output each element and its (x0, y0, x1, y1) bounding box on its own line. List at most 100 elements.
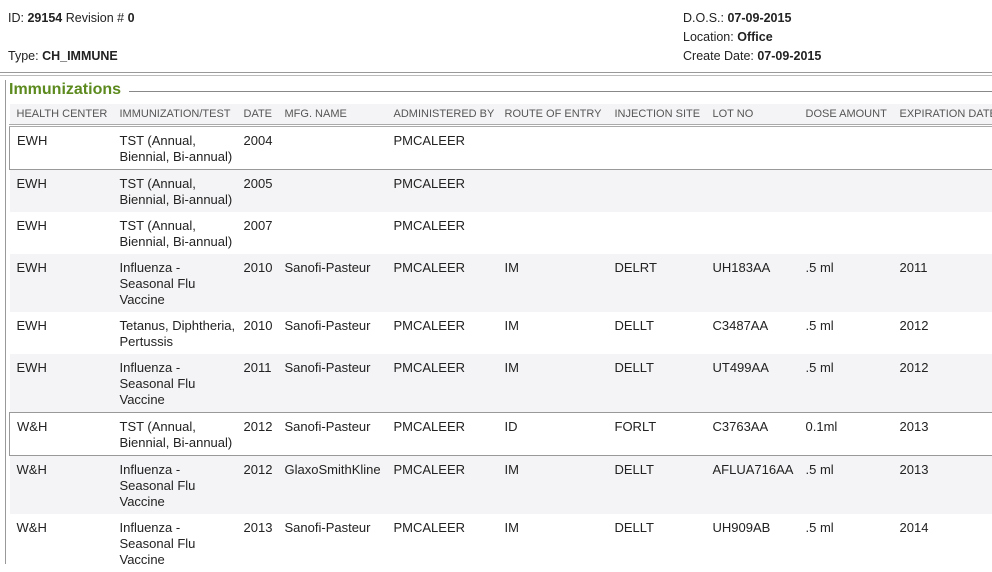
table-cell (608, 212, 706, 254)
table-cell: DELRT (608, 254, 706, 312)
column-header[interactable]: ROUTE OF ENTRY (498, 104, 608, 126)
table-cell: DELLT (608, 354, 706, 413)
table-cell: 2011 (893, 254, 992, 312)
table-cell: PMCALEER (387, 514, 498, 572)
table-cell: 2012 (893, 312, 992, 354)
table-cell: IM (498, 312, 608, 354)
table-cell: EWH (10, 212, 113, 254)
table-cell: Tetanus, Diphtheria, Pertussis (113, 312, 237, 354)
column-header[interactable]: HEALTH CENTER (10, 104, 113, 126)
table-cell: TST (Annual, Biennial, Bi-annual) (113, 126, 237, 170)
table-cell (893, 170, 992, 213)
table-cell: .5 ml (799, 312, 893, 354)
column-header[interactable]: ADMINISTERED BY (387, 104, 498, 126)
create-date: Create Date: 07-09-2015 (683, 49, 821, 63)
table-cell: .5 ml (799, 456, 893, 515)
column-header[interactable]: EXPIRATION DATE (893, 104, 992, 126)
table-cell: 2013 (893, 456, 992, 515)
table-cell: AFLUA716AA (706, 456, 799, 515)
table-cell (278, 126, 387, 170)
table-cell (706, 170, 799, 213)
column-header[interactable]: IMMUNIZATION/TEST (113, 104, 237, 126)
table-cell (706, 126, 799, 170)
table-cell: .5 ml (799, 354, 893, 413)
column-header[interactable]: DOSE AMOUNT (799, 104, 893, 126)
table-cell: FORLT (608, 413, 706, 456)
table-cell (799, 212, 893, 254)
table-cell: PMCALEER (387, 354, 498, 413)
table-cell (608, 126, 706, 170)
table-cell: EWH (10, 170, 113, 213)
table-cell: PMCALEER (387, 126, 498, 170)
dos: D.O.S.: 07-09-2015 (683, 11, 791, 25)
table-cell: 2013 (237, 514, 278, 572)
table-cell: 2010 (237, 254, 278, 312)
table-cell (893, 126, 992, 170)
record-id: ID: 29154 Revision # 0 (8, 11, 135, 25)
table-cell: .5 ml (799, 254, 893, 312)
table-cell: TST (Annual, Biennial, Bi-annual) (113, 170, 237, 213)
location: Location: Office (683, 30, 773, 44)
table-cell: 2012 (893, 354, 992, 413)
table-cell: 2004 (237, 126, 278, 170)
table-cell: PMCALEER (387, 170, 498, 213)
table-cell: Sanofi-Pasteur (278, 312, 387, 354)
table-cell: W&H (10, 456, 113, 515)
table-cell: Sanofi-Pasteur (278, 354, 387, 413)
table-cell: PMCALEER (387, 212, 498, 254)
table-cell: TST (Annual, Biennial, Bi-annual) (113, 413, 237, 456)
table-cell: W&H (10, 514, 113, 572)
column-header[interactable]: LOT NO (706, 104, 799, 126)
table-cell: Sanofi-Pasteur (278, 254, 387, 312)
table-cell: Sanofi-Pasteur (278, 413, 387, 456)
table-cell: EWH (10, 126, 113, 170)
table-cell: 2012 (237, 456, 278, 515)
table-cell (278, 212, 387, 254)
table-cell: IM (498, 514, 608, 572)
table-cell: Influenza - Seasonal Flu Vaccine (113, 254, 237, 312)
table-cell: .5 ml (799, 514, 893, 572)
table-cell: EWH (10, 354, 113, 413)
table-cell: ID (498, 413, 608, 456)
record-type: Type: CH_IMMUNE (8, 49, 118, 63)
table-cell: DELLT (608, 514, 706, 572)
table-cell: PMCALEER (387, 254, 498, 312)
table-cell (498, 170, 608, 213)
table-cell: C3487AA (706, 312, 799, 354)
table-cell: EWH (10, 254, 113, 312)
table-cell: GlaxoSmithKline (278, 456, 387, 515)
table-cell (608, 170, 706, 213)
table-cell: Sanofi-Pasteur (278, 514, 387, 572)
table-cell: PMCALEER (387, 413, 498, 456)
table-cell (893, 212, 992, 254)
table-cell: 2012 (237, 413, 278, 456)
table-cell: UH183AA (706, 254, 799, 312)
table-cell (799, 126, 893, 170)
table-cell: DELLT (608, 312, 706, 354)
table-cell: 2007 (237, 212, 278, 254)
table-cell: Influenza - Seasonal Flu Vaccine (113, 456, 237, 515)
table-cell: 0.1ml (799, 413, 893, 456)
table-cell: UT499AA (706, 354, 799, 413)
column-header[interactable]: INJECTION SITE (608, 104, 706, 126)
table-cell: 2010 (237, 312, 278, 354)
table-cell: 2005 (237, 170, 278, 213)
table-cell: UH909AB (706, 514, 799, 572)
header-divider (0, 72, 992, 76)
table-cell: TST (Annual, Biennial, Bi-annual) (113, 212, 237, 254)
table-cell: Influenza - Seasonal Flu Vaccine (113, 354, 237, 413)
column-header[interactable]: DATE (237, 104, 278, 126)
column-header[interactable]: MFG. NAME (278, 104, 387, 126)
